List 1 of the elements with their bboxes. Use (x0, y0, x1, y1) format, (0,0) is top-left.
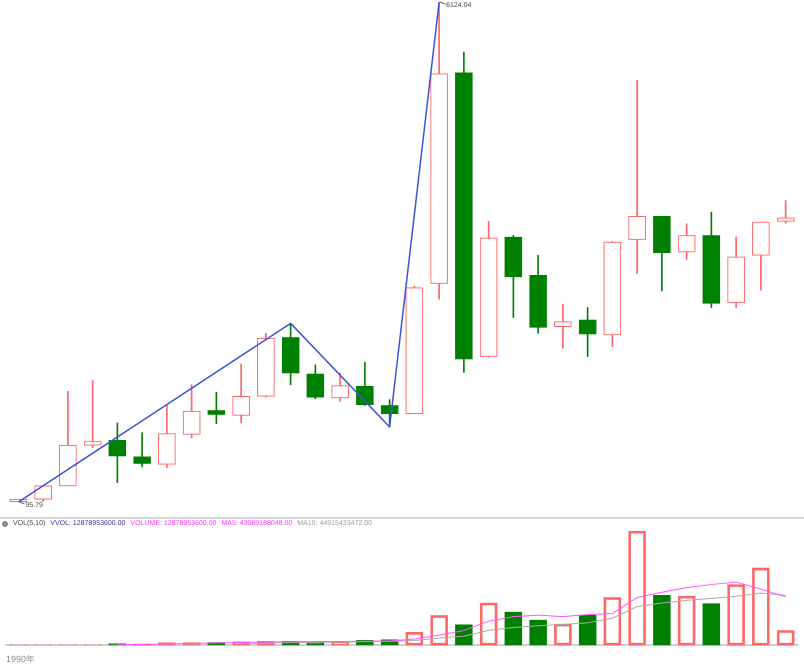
x-axis-title: 1990年 (6, 654, 36, 664)
